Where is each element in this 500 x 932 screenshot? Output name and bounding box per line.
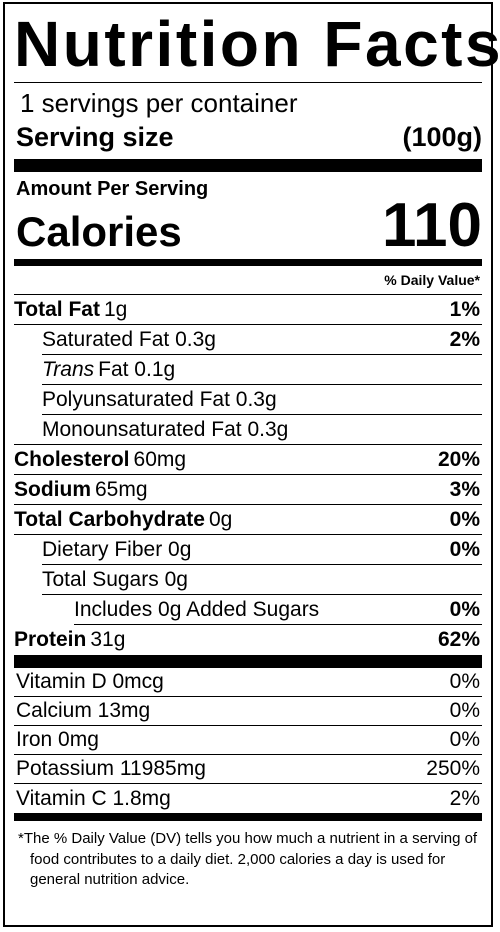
nutrient-dv: 1% bbox=[449, 297, 480, 321]
nutrient-label: Dietary Fiber 0g bbox=[42, 537, 192, 561]
vitamin-row-iron: Iron 0mg 0% bbox=[14, 726, 482, 756]
vitamin-row-vitamin-c: Vitamin C 1.8mg 2% bbox=[14, 784, 482, 813]
vitamin-label: Iron 0mg bbox=[16, 728, 99, 752]
calories-row: Calories 110 bbox=[14, 195, 482, 259]
nutrient-row-dietary-fiber: Dietary Fiber 0g 0% bbox=[42, 535, 482, 566]
nutrient-row-total-sugars: Total Sugars 0g bbox=[42, 565, 482, 596]
nutrient-amount: 60mg bbox=[133, 447, 187, 471]
vitamin-row-calcium: Calcium 13mg 0% bbox=[14, 697, 482, 727]
nutrient-row-cholesterol: Cholesterol 60mg 20% bbox=[14, 445, 482, 476]
nutrient-amount: 31g bbox=[90, 628, 126, 652]
vitamin-dv: 0% bbox=[449, 728, 480, 752]
vitamin-row-vitamin-d: Vitamin D 0mcg 0% bbox=[14, 668, 482, 698]
vitamin-label: Vitamin D 0mcg bbox=[16, 670, 164, 694]
serving-size-label: Serving size bbox=[16, 121, 174, 152]
nutrient-label: Monounsaturated Fat 0.3g bbox=[42, 417, 289, 441]
nutrient-dv: 2% bbox=[449, 327, 480, 351]
nutrient-row-added-sugars: Includes 0g Added Sugars 0% bbox=[74, 595, 482, 626]
vitamin-label: Potassium 11985mg bbox=[16, 757, 206, 781]
amount-per-serving: Amount Per Serving bbox=[16, 178, 209, 201]
footnote: *The % Daily Value (DV) tells you how mu… bbox=[18, 830, 478, 888]
thick-divider bbox=[14, 655, 482, 669]
nutrient-row-polyunsaturated-fat: Polyunsaturated Fat 0.3g bbox=[42, 385, 482, 416]
nutrient-label: Protein bbox=[14, 628, 87, 652]
nutrient-row-total-carbohydrate: Total Carbohydrate 0g 0% bbox=[14, 505, 482, 536]
calories-label: Calories bbox=[16, 208, 182, 256]
calories-value: 110 bbox=[381, 191, 482, 261]
vitamin-dv: 0% bbox=[449, 670, 480, 694]
nutrition-label: Nutrition Facts 1 servings per container… bbox=[3, 2, 500, 927]
nutrient-dv: 3% bbox=[449, 477, 480, 501]
nutrient-amount: 65mg bbox=[95, 477, 148, 501]
serving-size-value: (100g) bbox=[402, 121, 482, 152]
vitamin-dv: 250% bbox=[426, 757, 480, 781]
medium-divider bbox=[14, 813, 482, 822]
vitamin-dv: 2% bbox=[449, 786, 480, 810]
serving-size-row: Serving size (100g) bbox=[14, 119, 482, 153]
nutrient-dv: 62% bbox=[437, 628, 480, 652]
vitamin-row-potassium: Potassium 11985mg 250% bbox=[14, 755, 482, 785]
nutrient-amount: 0g bbox=[208, 507, 233, 531]
vitamin-label: Calcium 13mg bbox=[16, 699, 151, 723]
nutrient-label: Sodium bbox=[14, 477, 91, 501]
nutrient-dv: 20% bbox=[437, 447, 480, 471]
nutrient-label: Saturated Fat 0.3g bbox=[42, 327, 216, 351]
nutrient-amount: 1g bbox=[103, 297, 128, 321]
nutrient-label-italic: Trans bbox=[42, 357, 95, 381]
thick-divider bbox=[14, 159, 482, 173]
nutrient-label: Total Carbohydrate bbox=[14, 507, 205, 531]
nutrient-row-saturated-fat: Saturated Fat 0.3g 2% bbox=[42, 325, 482, 356]
nutrient-dv: 0% bbox=[449, 537, 480, 561]
nutrient-label: Total Fat bbox=[14, 297, 100, 321]
nutrient-dv: 0% bbox=[449, 597, 480, 621]
nutrient-row-trans-fat: Trans Fat 0.1g bbox=[42, 355, 482, 386]
nutrient-row-protein: Protein 31g 62% bbox=[14, 625, 482, 655]
vitamin-label: Vitamin C 1.8mg bbox=[16, 786, 171, 810]
nutrient-row-sodium: Sodium 65mg 3% bbox=[14, 475, 482, 506]
nutrient-row-monounsaturated-fat: Monounsaturated Fat 0.3g bbox=[14, 415, 482, 446]
label-title: Nutrition Facts bbox=[14, 12, 500, 83]
nutrient-row-total-fat: Total Fat 1g 1% bbox=[14, 295, 482, 326]
nutrient-label: Fat 0.1g bbox=[98, 357, 176, 381]
servings-per-container: 1 servings per container bbox=[20, 88, 298, 118]
nutrient-dv: 0% bbox=[449, 507, 480, 531]
vitamin-dv: 0% bbox=[449, 699, 480, 723]
nutrient-label: Includes 0g Added Sugars bbox=[74, 597, 320, 621]
nutrient-label: Polyunsaturated Fat 0.3g bbox=[42, 387, 277, 411]
medium-divider bbox=[14, 259, 482, 267]
nutrient-label: Cholesterol bbox=[14, 447, 130, 471]
nutrient-label: Total Sugars 0g bbox=[42, 567, 188, 591]
daily-value-header: % Daily Value* bbox=[14, 266, 482, 296]
